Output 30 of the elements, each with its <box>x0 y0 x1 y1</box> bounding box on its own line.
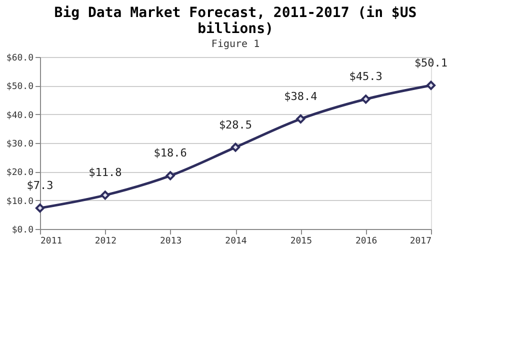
x-tick-label: 2014 <box>225 236 247 246</box>
x-tick-label: 2013 <box>160 236 182 246</box>
y-tick-label: $60.0 <box>6 54 34 64</box>
data-label: $45.3 <box>349 70 382 84</box>
y-tick-label: $20.0 <box>6 168 34 178</box>
point <box>100 190 110 200</box>
y-tick-label: $30.0 <box>6 140 34 150</box>
point <box>35 204 45 213</box>
chart-title: Big Data Market Forecast, 2011-2017 (in $US billions) <box>54 5 417 37</box>
caption: Figure 1 <box>211 39 260 50</box>
data-label: $38.4 <box>284 90 318 103</box>
x-tick-label: 2016 <box>355 236 378 246</box>
y-tick-label: $10.0 <box>6 196 34 207</box>
data-label: $50.1 <box>414 56 448 70</box>
point <box>166 171 175 180</box>
y-tick-label: $0.0 <box>12 226 34 236</box>
x-tick-label: 2011 <box>40 236 62 246</box>
data-label: $18.6 <box>154 146 187 160</box>
x-tick-label: 2012 <box>94 236 117 246</box>
y-tick-label: $50.0 <box>6 82 34 92</box>
point <box>426 80 436 90</box>
point <box>361 94 370 104</box>
point <box>230 142 240 152</box>
data-label: $28.5 <box>218 118 252 132</box>
x-tick-label: 2015 <box>290 236 312 246</box>
point <box>296 114 306 124</box>
y-tick-label: $40.0 <box>6 110 34 121</box>
data-label: $11.8 <box>88 166 122 180</box>
data-label: $7.3 <box>26 179 54 192</box>
x-tick-label: 2017 <box>410 236 432 246</box>
